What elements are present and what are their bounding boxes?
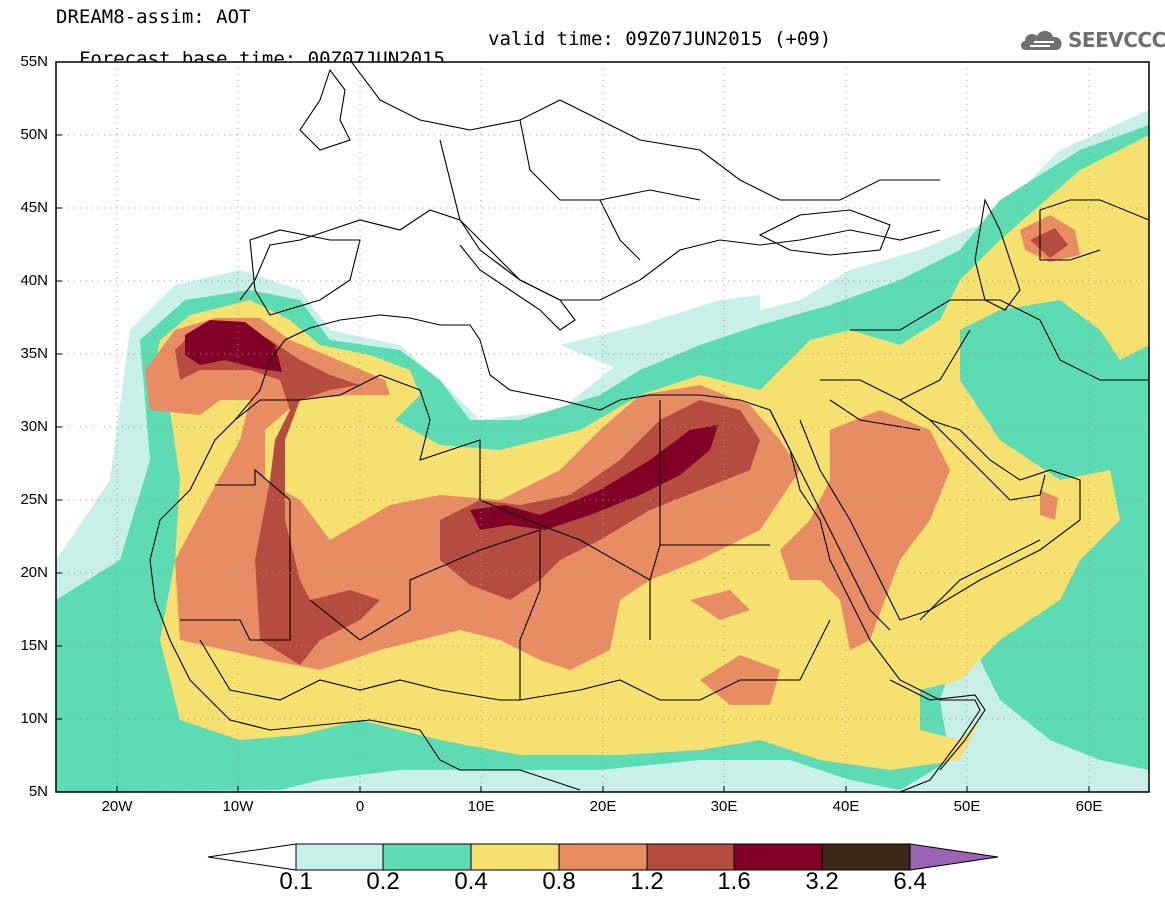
lon-label: 50E xyxy=(953,798,981,815)
aot-0.8-region xyxy=(690,590,750,620)
colorbar-label: 1.6 xyxy=(717,868,751,895)
aot-0.8-region xyxy=(145,318,800,670)
lon-label: 20W xyxy=(101,798,133,815)
lon-label: 10E xyxy=(467,798,495,815)
colorbar-segment-below xyxy=(207,843,297,871)
lat-label: 20N xyxy=(20,564,48,581)
lon-label: 0 xyxy=(355,798,365,815)
lat-label: 30N xyxy=(20,418,48,435)
iberia-coast xyxy=(249,229,361,316)
lat-label: 35N xyxy=(20,345,48,362)
aot-0.8-region xyxy=(780,410,950,650)
lat-label: 50N xyxy=(20,126,48,143)
lat-label: 5N xyxy=(28,783,48,800)
lat-label: 25N xyxy=(20,491,48,508)
britain-coast xyxy=(299,68,351,151)
lat-label: 45N xyxy=(20,199,48,216)
colorbar-segment xyxy=(382,843,472,871)
persian-gulf-coast xyxy=(929,419,1046,501)
italy-coast xyxy=(459,219,576,331)
colorbar-segment xyxy=(295,843,384,871)
seevccc-logo: SEEVCCC xyxy=(1018,24,1165,56)
colorbar-segment-above xyxy=(909,843,999,871)
west-africa-coast xyxy=(149,559,581,791)
border xyxy=(829,329,971,431)
africa-coastline xyxy=(149,314,981,792)
lat-label: 10N xyxy=(20,710,48,727)
border xyxy=(309,529,541,641)
border xyxy=(350,62,940,201)
colorbar-label: 3.2 xyxy=(805,868,839,895)
red-sea-coast xyxy=(769,409,891,631)
logo-text: SEEVCCC xyxy=(1068,28,1165,52)
coastlines-and-borders xyxy=(149,62,1149,792)
lon-label: 40E xyxy=(832,798,860,815)
lat-label: 40N xyxy=(20,272,48,289)
aot-1.6-region xyxy=(185,320,282,372)
colorbar-label: 0.1 xyxy=(279,868,313,895)
colorbar-segment xyxy=(733,843,823,871)
border xyxy=(519,400,661,700)
border xyxy=(234,374,770,581)
cloud-icon xyxy=(1020,30,1062,50)
border xyxy=(439,119,701,261)
lat-label: 15N xyxy=(20,637,48,654)
lat-label: 55N xyxy=(20,53,48,70)
black-sea-coast xyxy=(758,209,891,256)
colorbar-segment xyxy=(470,843,560,871)
colorbar xyxy=(207,843,999,871)
map-title: DREAM8-assim: AOT xyxy=(56,6,251,28)
border xyxy=(180,468,291,641)
colorbar-label: 1.2 xyxy=(630,868,664,895)
arabia-coast xyxy=(799,379,1081,621)
lon-label: 20E xyxy=(589,798,617,815)
aot-1.2-region xyxy=(175,325,380,665)
colorbar-label: 0.2 xyxy=(366,868,400,895)
colorbar-label: 0.4 xyxy=(454,868,488,895)
lon-label: 60E xyxy=(1075,798,1103,815)
horn-coast xyxy=(889,679,986,771)
lon-label: 30E xyxy=(710,798,738,815)
border xyxy=(919,539,1041,621)
valid-time: valid time: 09Z07JUN2015 (+09) xyxy=(488,28,832,50)
colorbar-segment xyxy=(646,843,735,871)
colorbar-segment xyxy=(558,843,648,871)
colorbar-label: 0.8 xyxy=(542,868,576,895)
border xyxy=(199,619,831,701)
aot-0.8-region xyxy=(1040,490,1058,520)
border xyxy=(1039,199,1149,261)
aot-1.6-region xyxy=(470,425,718,530)
colorbar-segment xyxy=(821,843,911,871)
axis-ticks xyxy=(56,134,1090,792)
caspian-coast xyxy=(974,198,1021,311)
border xyxy=(850,299,1149,381)
lon-label: 10W xyxy=(222,798,254,815)
colorbar-label: 6.4 xyxy=(893,868,927,895)
